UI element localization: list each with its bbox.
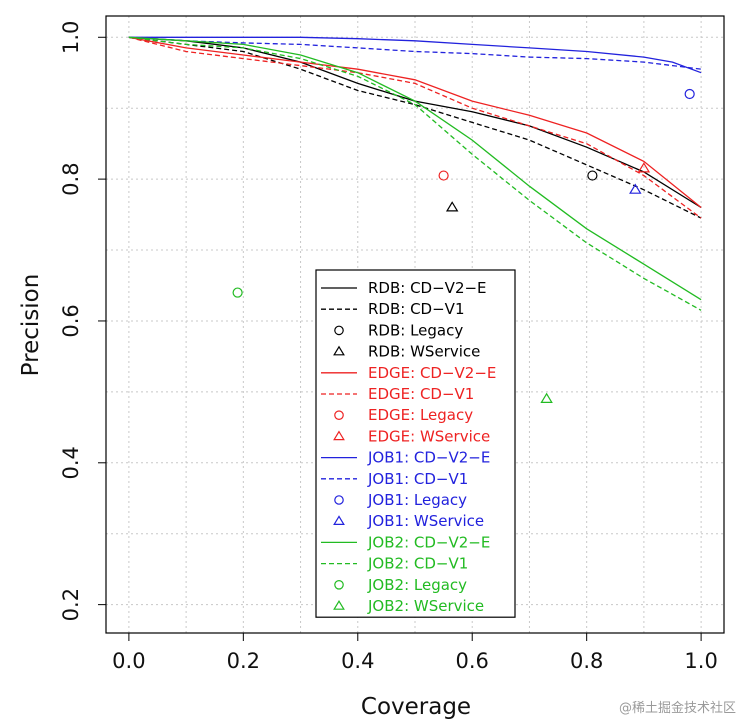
series-line-job2-cd-v2-e xyxy=(128,36,702,301)
legend: RDB: CD−V2−E RDB: CD−V1 RDB: Legacy RDB: WS… xyxy=(315,269,516,618)
legend-label-rdb-cd-v2-e: RDB: CD−V2−E xyxy=(368,279,487,297)
legend-swatch-edge-wservice xyxy=(333,430,345,441)
y-tick-label: 0.8 xyxy=(59,162,83,195)
legend-label-job1-wservice: JOB1: WService xyxy=(367,512,484,530)
x-tick-label: 0.6 xyxy=(456,649,489,673)
series-line-edge-cd-v1 xyxy=(128,36,702,219)
data-point-job2-wservice xyxy=(540,392,553,403)
y-tick-label: 1.0 xyxy=(59,21,83,54)
legend-label-edge-wservice: EDGE: WService xyxy=(368,427,490,445)
legend-label-job2-legacy: JOB2: Legacy xyxy=(367,576,467,594)
legend-label-edge-legacy: EDGE: Legacy xyxy=(368,406,473,424)
series-line-job1-cd-v2-e xyxy=(128,36,702,74)
legend-label-job1-cd-v1: JOB1: CD−V1 xyxy=(367,470,468,488)
data-point-edge-wservice xyxy=(637,162,651,173)
legend-swatch-rdb-wservice xyxy=(333,345,345,356)
data-point-job1-legacy xyxy=(684,88,695,100)
legend-label-rdb-legacy: RDB: Legacy xyxy=(368,321,463,339)
x-tick-label: 0.8 xyxy=(570,649,603,673)
legend-swatch-job2-legacy xyxy=(334,579,344,590)
legend-label-job1-legacy: JOB1: Legacy xyxy=(367,491,467,509)
legend-label-rdb-cd-v1: RDB: CD−V1 xyxy=(368,300,464,318)
y-axis-title: Precision xyxy=(18,274,44,377)
legend-label-edge-cd-v1: EDGE: CD−V1 xyxy=(368,385,474,403)
x-tick-label: 1.0 xyxy=(684,649,717,673)
data-point-rdb-legacy xyxy=(587,170,598,181)
data-point-edge-legacy xyxy=(438,170,449,181)
legend-label-rdb-wservice: RDB: WService xyxy=(368,343,480,361)
x-axis: 0.0 0.2 0.4 0.6 0.8 1.0 xyxy=(112,632,718,673)
y-tick-label: 0.2 xyxy=(59,588,83,621)
legend-label-job2-cd-v1: JOB2: CD−V1 xyxy=(367,555,468,573)
legend-box xyxy=(315,269,516,618)
series-line-job2-cd-v1 xyxy=(128,36,702,311)
x-tick-label: 0.4 xyxy=(341,649,374,673)
legend-label-job1-cd-v2-e: JOB1: CD−V2−E xyxy=(367,449,490,467)
legend-label-edge-cd-v2-e: EDGE: CD−V2−E xyxy=(368,364,496,382)
data-point-job1-wservice xyxy=(629,183,642,194)
legend-swatch-job1-legacy xyxy=(334,495,344,505)
y-tick-label: 0.4 xyxy=(59,446,83,479)
y-tick-label: 0.6 xyxy=(59,304,83,337)
series-line-job1-cd-v1 xyxy=(128,36,702,70)
watermark-text: @稀土掘金技术社区 xyxy=(619,700,736,716)
series-layer xyxy=(128,36,702,403)
series-line-rdb-cd-v1 xyxy=(128,36,702,219)
legend-swatch-job2-wservice xyxy=(333,600,345,610)
series-line-edge-cd-v2-e xyxy=(128,36,702,209)
legend-label-job2-cd-v2-e: JOB2: CD−V2−E xyxy=(367,533,490,551)
y-axis: 0.2 0.4 0.6 0.8 1.0 xyxy=(59,21,106,621)
legend-swatch-rdb-legacy xyxy=(334,325,344,336)
legend-swatch-edge-legacy xyxy=(334,410,344,420)
x-tick-label: 0.0 xyxy=(112,649,145,673)
legend-label-job2-wservice: JOB2: WService xyxy=(367,597,484,615)
legend-swatch-job1-wservice xyxy=(333,515,345,525)
data-point-rdb-wservice xyxy=(445,201,459,212)
x-axis-title: Coverage xyxy=(361,694,471,720)
x-tick-label: 0.2 xyxy=(227,649,260,673)
data-point-job2-legacy xyxy=(232,287,243,298)
